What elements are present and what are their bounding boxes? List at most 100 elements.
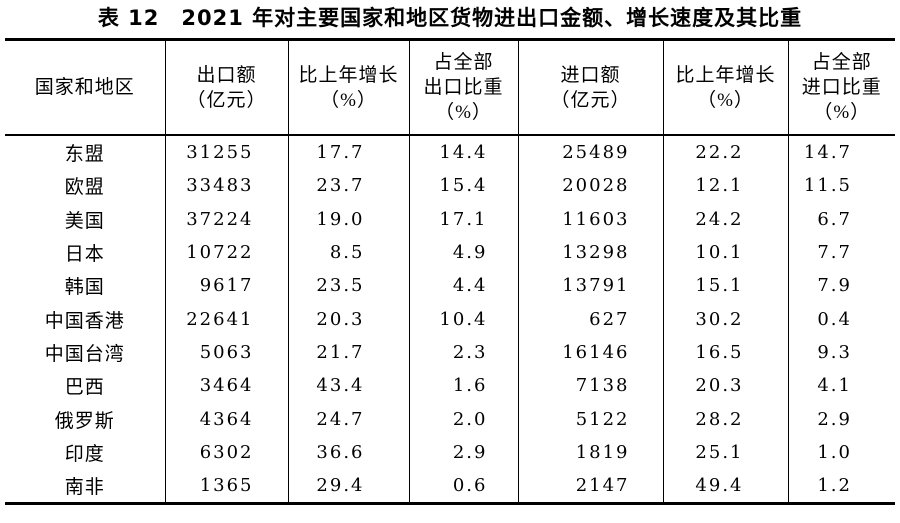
table-row: 中国香港 22641 20.3 10.4 627 30.2 0.4 bbox=[5, 302, 895, 336]
import-share-cell: 7.7 bbox=[817, 242, 852, 264]
trade-data-table: 国家和地区 出口额 （亿元） 比上年增长 （%） 占全部 出口比重 （%） 进口… bbox=[5, 38, 895, 506]
export-value-cell: 9617 bbox=[165, 269, 289, 303]
header-line: （亿元） bbox=[550, 89, 631, 111]
export-share-cell: 2.0 bbox=[409, 402, 519, 436]
table-row: 巴西 3464 43.4 1.6 7138 20.3 4.1 bbox=[5, 369, 895, 403]
header-line: 出口额 bbox=[196, 64, 257, 86]
header-region: 国家和地区 bbox=[5, 39, 166, 135]
import-value-cell: 7138 bbox=[518, 369, 664, 403]
header-line: （亿元） bbox=[186, 89, 267, 111]
export-value-cell: 4364 bbox=[165, 402, 289, 436]
header-line: 进口额 bbox=[560, 64, 621, 86]
export-growth-cell: 23.7 bbox=[288, 169, 410, 203]
header-line: （%） bbox=[813, 102, 871, 123]
import-growth-cell: 22.2 bbox=[663, 135, 789, 170]
export-share-cell: 0.6 bbox=[409, 468, 519, 504]
export-growth-cell: 24.7 bbox=[288, 402, 410, 436]
export-share-cell: 1.6 bbox=[409, 369, 519, 403]
import-growth-cell: 28.2 bbox=[663, 402, 789, 436]
import-growth-cell: 16.5 bbox=[663, 335, 789, 370]
table-row: 东盟 31255 17.7 14.4 25489 22.2 14.7 bbox=[5, 135, 895, 170]
header-line: 占全部 bbox=[433, 52, 494, 73]
import-value-cell: 13298 bbox=[518, 235, 664, 270]
import-share-cell: 11.5 bbox=[803, 175, 852, 197]
import-share-cell: 1.0 bbox=[817, 441, 852, 463]
region-name-cell: 俄罗斯 bbox=[5, 402, 166, 436]
import-share-cell: 6.7 bbox=[817, 208, 852, 230]
header-export-growth: 比上年增长 （%） bbox=[288, 39, 410, 135]
import-share-cell: 9.3 bbox=[817, 341, 852, 363]
header-line: 比上年增长 bbox=[675, 64, 776, 86]
export-share-cell: 4.9 bbox=[409, 235, 519, 270]
import-value-cell: 20028 bbox=[518, 169, 664, 203]
export-growth-cell: 20.3 bbox=[288, 302, 410, 336]
export-share-cell: 10.4 bbox=[409, 302, 519, 336]
header-line: 比上年增长 bbox=[298, 64, 399, 86]
table-row: 欧盟 33483 23.7 15.4 20028 12.1 11.5 bbox=[5, 169, 895, 203]
import-value-cell: 11603 bbox=[518, 202, 664, 236]
export-growth-cell: 23.5 bbox=[288, 269, 410, 303]
table-row: 南非 1365 29.4 0.6 2147 49.4 1.2 bbox=[5, 468, 895, 504]
header-line: （%） bbox=[697, 89, 754, 111]
region-name-cell: 巴西 bbox=[5, 369, 166, 403]
import-share-cell: 0.4 bbox=[817, 308, 852, 330]
region-name-cell: 东盟 bbox=[5, 135, 166, 170]
header-line: （%） bbox=[435, 102, 492, 123]
table-header: 国家和地区 出口额 （亿元） 比上年增长 （%） 占全部 出口比重 （%） 进口… bbox=[5, 39, 895, 135]
import-value-cell: 5122 bbox=[518, 402, 664, 436]
import-growth-cell: 49.4 bbox=[663, 468, 789, 504]
export-share-cell: 2.3 bbox=[409, 335, 519, 370]
export-value-cell: 22641 bbox=[165, 302, 289, 336]
export-value-cell: 33483 bbox=[165, 169, 289, 203]
import-share-cell: 1.2 bbox=[817, 475, 852, 497]
export-share-cell: 4.4 bbox=[409, 269, 519, 303]
import-value-cell: 2147 bbox=[518, 468, 664, 504]
header-import-growth: 比上年增长 （%） bbox=[663, 39, 789, 135]
import-share-cell: 14.7 bbox=[803, 142, 852, 164]
export-value-cell: 10722 bbox=[165, 235, 289, 270]
import-growth-cell: 10.1 bbox=[663, 235, 789, 270]
header-line: 进口比重 bbox=[801, 77, 882, 98]
region-name-cell: 欧盟 bbox=[5, 169, 166, 203]
region-name-cell: 南非 bbox=[5, 468, 166, 504]
region-name-cell: 印度 bbox=[5, 435, 166, 469]
region-name-cell: 韩国 bbox=[5, 269, 166, 303]
import-value-cell: 1819 bbox=[518, 435, 664, 469]
import-growth-cell: 20.3 bbox=[663, 369, 789, 403]
import-value-cell: 16146 bbox=[518, 335, 664, 370]
export-share-cell: 2.9 bbox=[409, 435, 519, 469]
header-export-value: 出口额 （亿元） bbox=[165, 39, 289, 135]
import-value-cell: 25489 bbox=[518, 135, 664, 170]
region-name-cell: 日本 bbox=[5, 235, 166, 270]
import-growth-cell: 30.2 bbox=[663, 302, 789, 336]
import-growth-cell: 24.2 bbox=[663, 202, 789, 236]
import-growth-cell: 15.1 bbox=[663, 269, 789, 303]
export-value-cell: 37224 bbox=[165, 202, 289, 236]
import-share-cell: 4.1 bbox=[817, 375, 852, 397]
export-growth-cell: 19.0 bbox=[288, 202, 410, 236]
import-value-cell: 13791 bbox=[518, 269, 664, 303]
export-value-cell: 31255 bbox=[165, 135, 289, 170]
export-value-cell: 3464 bbox=[165, 369, 289, 403]
table-row: 中国台湾 5063 21.7 2.3 16146 16.5 9.3 bbox=[5, 335, 895, 370]
export-share-cell: 14.4 bbox=[409, 135, 519, 170]
import-value-cell: 627 bbox=[518, 302, 664, 336]
import-growth-cell: 25.1 bbox=[663, 435, 789, 469]
export-growth-cell: 29.4 bbox=[288, 468, 410, 504]
table-row: 日本 10722 8.5 4.9 13298 10.1 7.7 bbox=[5, 235, 895, 270]
import-growth-cell: 12.1 bbox=[663, 169, 789, 203]
header-line: 占全部 bbox=[811, 52, 872, 73]
region-name-cell: 中国香港 bbox=[5, 302, 166, 336]
export-value-cell: 6302 bbox=[165, 435, 289, 469]
export-growth-cell: 36.6 bbox=[288, 435, 410, 469]
table-row: 俄罗斯 4364 24.7 2.0 5122 28.2 2.9 bbox=[5, 402, 895, 436]
header-export-share: 占全部 出口比重 （%） bbox=[409, 39, 519, 135]
table-row: 印度 6302 36.6 2.9 1819 25.1 1.0 bbox=[5, 435, 895, 469]
export-share-cell: 15.4 bbox=[409, 169, 519, 203]
header-line: 出口比重 bbox=[423, 77, 504, 98]
import-share-cell: 2.9 bbox=[817, 408, 852, 430]
header-line: （%） bbox=[320, 89, 377, 111]
export-value-cell: 5063 bbox=[165, 335, 289, 370]
table-row: 韩国 9617 23.5 4.4 13791 15.1 7.9 bbox=[5, 269, 895, 303]
